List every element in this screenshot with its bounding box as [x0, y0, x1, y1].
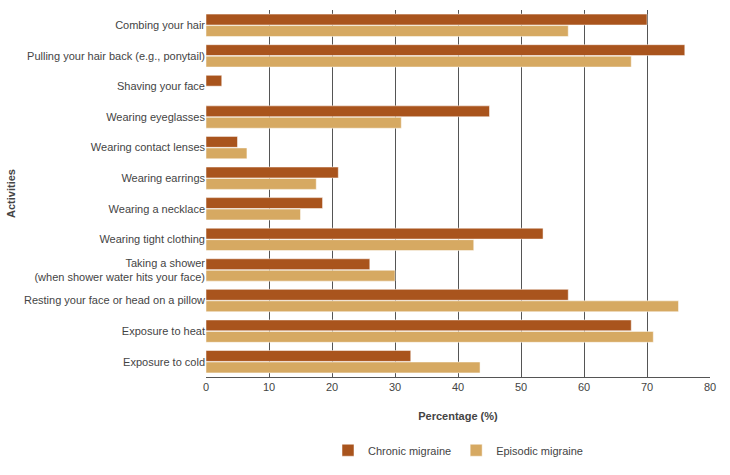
svg-text:Wearing a necklace: Wearing a necklace	[109, 203, 205, 215]
svg-text:Exposure to heat: Exposure to heat	[122, 325, 205, 337]
svg-text:0: 0	[203, 381, 209, 393]
svg-text:Activities: Activities	[5, 169, 17, 218]
svg-text:Wearing contact lenses: Wearing contact lenses	[91, 141, 206, 153]
svg-text:Shaving your face: Shaving your face	[117, 80, 205, 92]
svg-text:Chronic migraine: Chronic migraine	[368, 445, 451, 457]
svg-text:Combing your hair: Combing your hair	[115, 19, 205, 31]
svg-text:Wearing tight clothing: Wearing tight clothing	[99, 233, 205, 245]
svg-text:Exposure to cold: Exposure to cold	[123, 356, 205, 368]
svg-text:Taking a shower(when shower wa: Taking a shower(when shower water hits y…	[34, 257, 205, 283]
svg-text:50: 50	[515, 381, 527, 393]
svg-text:10: 10	[263, 381, 275, 393]
svg-text:Pulling your hair back (e.g.,: Pulling your hair back (e.g., ponytail)	[27, 50, 205, 62]
svg-text:60: 60	[578, 381, 590, 393]
svg-text:80: 80	[704, 381, 716, 393]
svg-text:Episodic migraine: Episodic migraine	[496, 445, 583, 457]
svg-text:30: 30	[389, 381, 401, 393]
svg-text:Wearing eyeglasses: Wearing eyeglasses	[106, 111, 205, 123]
svg-text:40: 40	[452, 381, 464, 393]
svg-text:70: 70	[641, 381, 653, 393]
svg-text:20: 20	[326, 381, 338, 393]
svg-text:Wearing earrings: Wearing earrings	[121, 172, 205, 184]
svg-text:Percentage (%): Percentage (%)	[418, 410, 498, 422]
svg-text:Resting your face or head on a: Resting your face or head on a pillow	[24, 294, 205, 306]
